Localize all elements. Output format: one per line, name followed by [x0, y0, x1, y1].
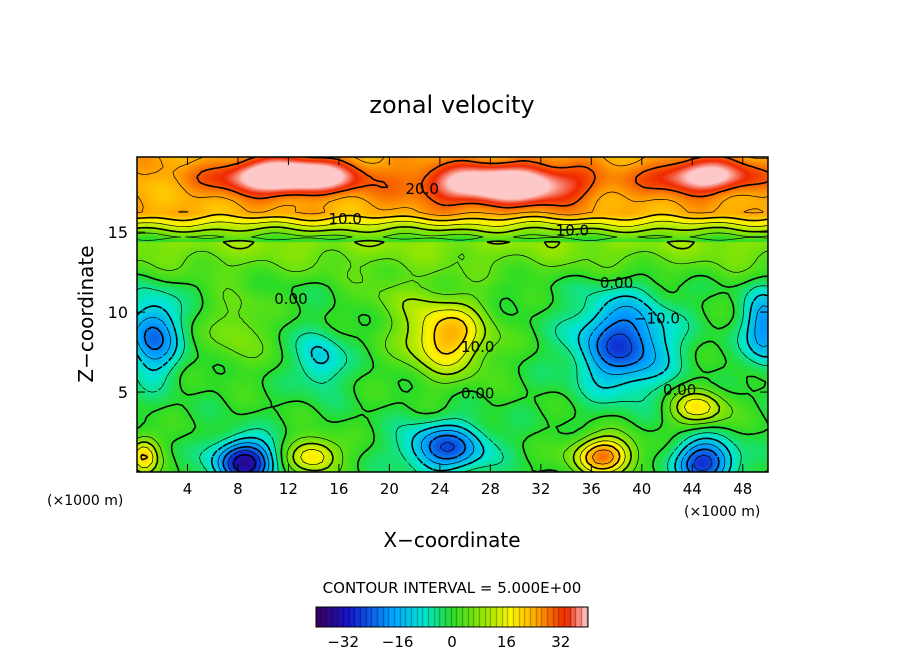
contour-lines [137, 157, 768, 472]
contour-line [137, 157, 768, 465]
x-tick-label: 8 [233, 480, 243, 498]
contour-label: 0.00 [461, 384, 494, 402]
x-tick-label: 12 [279, 480, 298, 498]
colorbar-tick-label: −32 [327, 633, 359, 651]
contour-label: 20.0 [406, 180, 439, 198]
colorbar: −32 −16 0 16 32 [315, 606, 589, 651]
colorbar-tick-label: 16 [497, 633, 516, 651]
contour-line [232, 454, 257, 472]
x-tick-label: 36 [582, 480, 601, 498]
contour-line [137, 305, 768, 472]
x-tick-label: 44 [683, 480, 702, 498]
x-tick-label: 16 [329, 480, 348, 498]
contour-label: −10.0 [634, 309, 680, 327]
contour-label: 10.0 [461, 338, 494, 356]
contour-line [143, 319, 720, 472]
contour-line [137, 232, 768, 472]
contour-line [137, 220, 768, 472]
plot-frame [136, 156, 769, 473]
y-axis-ticks: 5 10 15 [108, 223, 768, 402]
x-tick-label: 32 [531, 480, 550, 498]
contour-label: 0.00 [663, 381, 696, 399]
y-tick-label: 5 [118, 383, 128, 402]
contour-line [196, 157, 768, 209]
colorbar-frame [315, 606, 589, 628]
contour-interval-label: CONTOUR INTERVAL = 5.000E+00 [323, 579, 582, 597]
x-tick-label: 20 [380, 480, 399, 498]
contour-line [137, 273, 768, 472]
x-unit-label-right: (×1000 m) [684, 504, 760, 520]
x-tick-label: 24 [430, 480, 449, 498]
x-tick-label: 40 [632, 480, 651, 498]
x-unit-label-left: (×1000 m) [47, 493, 123, 509]
y-axis-label: Z−coordinate [74, 245, 98, 382]
contour-line [137, 285, 768, 472]
contour-label: 0.00 [600, 274, 633, 292]
colorbar-tick-label: −16 [382, 633, 414, 651]
colorbar-tick-labels: −32 −16 0 16 32 [327, 633, 570, 651]
x-tick-label: 48 [733, 480, 752, 498]
colorbar-tick-label: 0 [447, 633, 457, 651]
contour-line [137, 293, 768, 472]
x-tick-label: 4 [183, 480, 193, 498]
contour-label: 10.0 [329, 210, 362, 228]
colorbar-tick-label: 32 [551, 633, 570, 651]
y-tick-label: 10 [108, 303, 128, 322]
colorbar-gradient [316, 607, 588, 627]
contour-line [137, 226, 768, 472]
contour-label: 0.00 [274, 290, 307, 308]
chart-title: zonal velocity [369, 91, 534, 119]
x-axis-ticks: 4 8 12 16 20 24 28 32 36 40 44 48 [183, 157, 752, 498]
x-tick-label: 28 [481, 480, 500, 498]
x-axis-label: X−coordinate [383, 528, 520, 552]
contour-line [137, 213, 768, 470]
contour-label: 10.0 [556, 221, 589, 239]
y-tick-label: 15 [108, 223, 128, 242]
